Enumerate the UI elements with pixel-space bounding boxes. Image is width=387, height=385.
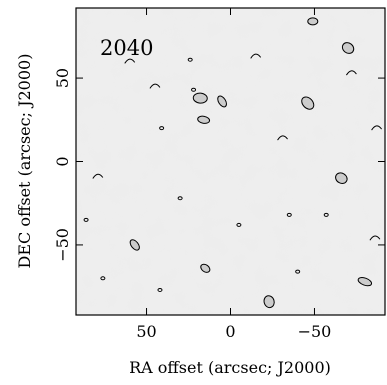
contour-loop: [197, 115, 211, 124]
contour-loop: [192, 92, 208, 104]
contour-dot: [236, 222, 242, 227]
contour-loop: [341, 42, 355, 54]
contour-loop: [307, 17, 319, 26]
contour-dot: [177, 196, 183, 201]
contour-layer: [83, 17, 383, 309]
x-tick-label: 0: [225, 322, 235, 341]
contour-dot: [286, 212, 292, 217]
contour-dot: [83, 217, 89, 222]
contour-loop: [217, 95, 227, 108]
contour-arc: [124, 58, 136, 64]
contour-arc: [371, 125, 383, 131]
contour-loop: [335, 172, 348, 184]
contour-arc: [369, 235, 381, 241]
contour-arc: [92, 173, 104, 179]
contour-arc: [250, 53, 262, 59]
contour-loop: [200, 263, 211, 273]
panel-label: 2040: [100, 36, 153, 60]
y-tick-label: 0: [53, 156, 72, 166]
x-axis: 50 0 −50: [136, 8, 331, 341]
plot-area: [75, 7, 386, 316]
contour-dot: [187, 57, 193, 62]
y-axis: 50 0 −50: [53, 68, 385, 262]
y-axis-label: DEC offset (arcsec; J2000): [15, 54, 34, 269]
x-tick-label: 50: [136, 322, 156, 341]
contour-arc: [277, 135, 288, 141]
contour-arc: [345, 70, 357, 76]
contour-loop: [357, 277, 373, 287]
contour-loop: [129, 239, 140, 251]
contour-dot: [157, 287, 163, 292]
x-tick-label: −50: [298, 322, 332, 341]
contour-dot: [191, 87, 197, 92]
contour-dot: [323, 212, 329, 217]
y-tick-label: 50: [53, 68, 72, 88]
y-tick-label: −50: [53, 228, 72, 262]
contour-loop: [263, 295, 275, 309]
x-axis-label: RA offset (arcsec; J2000): [129, 358, 331, 377]
contour-dot: [295, 269, 301, 274]
map-noise-texture: [76, 8, 385, 315]
contour-dot: [100, 276, 106, 281]
contour-loop: [301, 96, 315, 110]
contour-dot: [159, 126, 165, 131]
contour-arc: [149, 83, 161, 89]
